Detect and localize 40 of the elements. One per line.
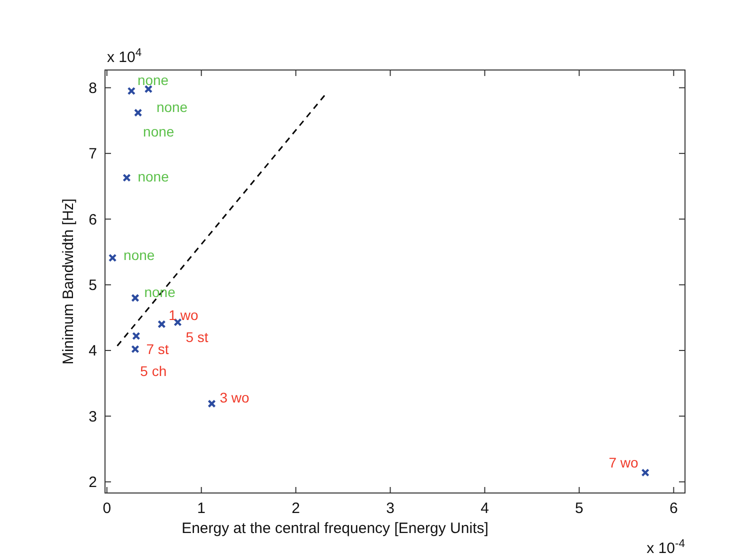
y-tick-label: 8 [88,80,97,97]
text: x 10$^{4}$ [107,47,142,66]
point [122,174,131,182]
annotation: none [138,168,170,185]
annotation: none [137,72,169,88]
x-tick-label: 3 [386,500,394,517]
annotation: none [156,98,188,115]
x-axis-title: Energy at the central frequency [Energy Units] [182,520,488,537]
annotation: 1 wo [168,307,198,324]
point [131,345,140,354]
x-tick-label: 2 [292,500,300,517]
annotation: 5 st [186,329,208,346]
y-tick-label: 2 [88,474,97,492]
x-tick-label: 4 [480,500,489,517]
annotation: 5 ch [140,362,167,379]
point [134,108,142,117]
point [127,86,136,96]
x-tick-label: 1 [197,500,206,517]
point [132,332,140,340]
point [131,294,140,302]
y-tick-label: 5 [88,277,97,294]
point [208,400,216,408]
y-tick-label: 3 [88,408,97,426]
annotation: 7 wo [608,454,639,471]
y-tick-label: 4 [88,342,97,360]
annotation: none [143,124,174,140]
annotation: 3 wo [220,390,250,406]
y-tick-label: 6 [88,211,97,228]
annotation: 7 st [146,341,169,358]
x-tick-label: 0 [102,500,112,517]
annotation: none [124,246,155,263]
point [158,320,166,328]
x-tick-label: 6 [669,500,678,517]
x-tick-label: 5 [575,500,584,517]
y-tick-label: 7 [88,146,97,163]
y-axis-title: Minimum Bandwidth [Hz] [60,198,77,364]
text: x 10$^{-4}$ [646,538,685,557]
annotation: none [144,284,176,300]
point [108,254,117,262]
point [641,468,650,477]
